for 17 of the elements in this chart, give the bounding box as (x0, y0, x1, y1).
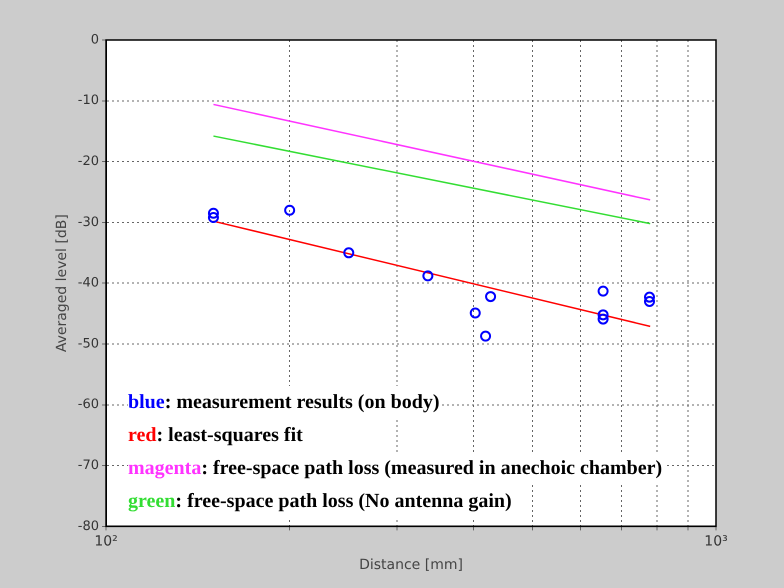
annotation: green: free-space path loss (No antenna gain) (128, 485, 514, 518)
y-tick-label: -50 (78, 336, 100, 352)
annotation: blue: measurement results (on body) (128, 386, 442, 419)
y-tick-label: -80 (78, 518, 100, 534)
x-tick-label: 10³ (704, 533, 728, 550)
y-tick-label: -70 (78, 458, 100, 473)
y-tick-label: 0 (90, 32, 100, 48)
annotation: magenta: free-space path loss (measured in anechoic chamber) (128, 452, 664, 485)
y-axis-title: Averaged level [dB] (54, 214, 70, 352)
x-axis-title: Distance [mm] (359, 557, 463, 574)
y-tick-label: -40 (78, 276, 100, 291)
x-tick-label: 10² (94, 533, 118, 550)
y-tick-label: -10 (78, 93, 100, 108)
y-tick-label: -20 (78, 154, 100, 169)
y-tick-label: -60 (78, 397, 100, 412)
annotation: red: least-squares fit (128, 419, 305, 452)
y-tick-label: -30 (78, 214, 100, 230)
